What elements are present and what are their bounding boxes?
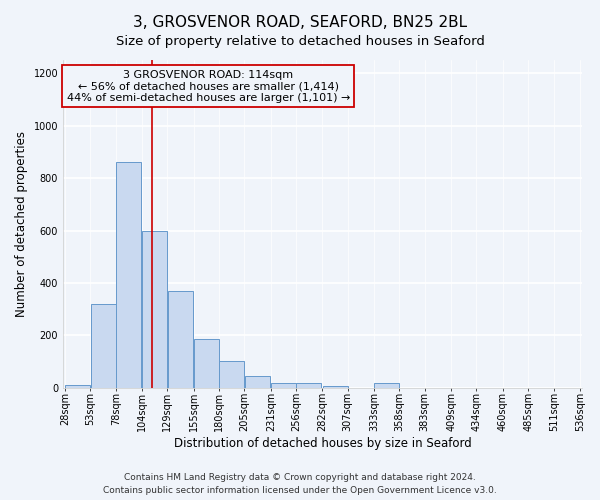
Text: Size of property relative to detached houses in Seaford: Size of property relative to detached ho…	[116, 35, 484, 48]
Bar	[245, 376, 269, 388]
Bar	[142, 230, 167, 388]
Bar	[116, 162, 141, 388]
Bar	[219, 361, 244, 388]
Bar	[296, 382, 321, 388]
Bar	[167, 291, 193, 388]
Bar	[374, 383, 399, 388]
Text: 3, GROSVENOR ROAD, SEAFORD, BN25 2BL: 3, GROSVENOR ROAD, SEAFORD, BN25 2BL	[133, 15, 467, 30]
Y-axis label: Number of detached properties: Number of detached properties	[15, 131, 28, 317]
Bar	[271, 382, 296, 388]
Bar	[194, 340, 219, 388]
Bar	[323, 386, 347, 388]
Bar	[65, 386, 90, 388]
Text: Contains HM Land Registry data © Crown copyright and database right 2024.
Contai: Contains HM Land Registry data © Crown c…	[103, 474, 497, 495]
X-axis label: Distribution of detached houses by size in Seaford: Distribution of detached houses by size …	[173, 437, 472, 450]
Bar	[91, 304, 116, 388]
Text: 3 GROSVENOR ROAD: 114sqm
← 56% of detached houses are smaller (1,414)
44% of sem: 3 GROSVENOR ROAD: 114sqm ← 56% of detach…	[67, 70, 350, 103]
